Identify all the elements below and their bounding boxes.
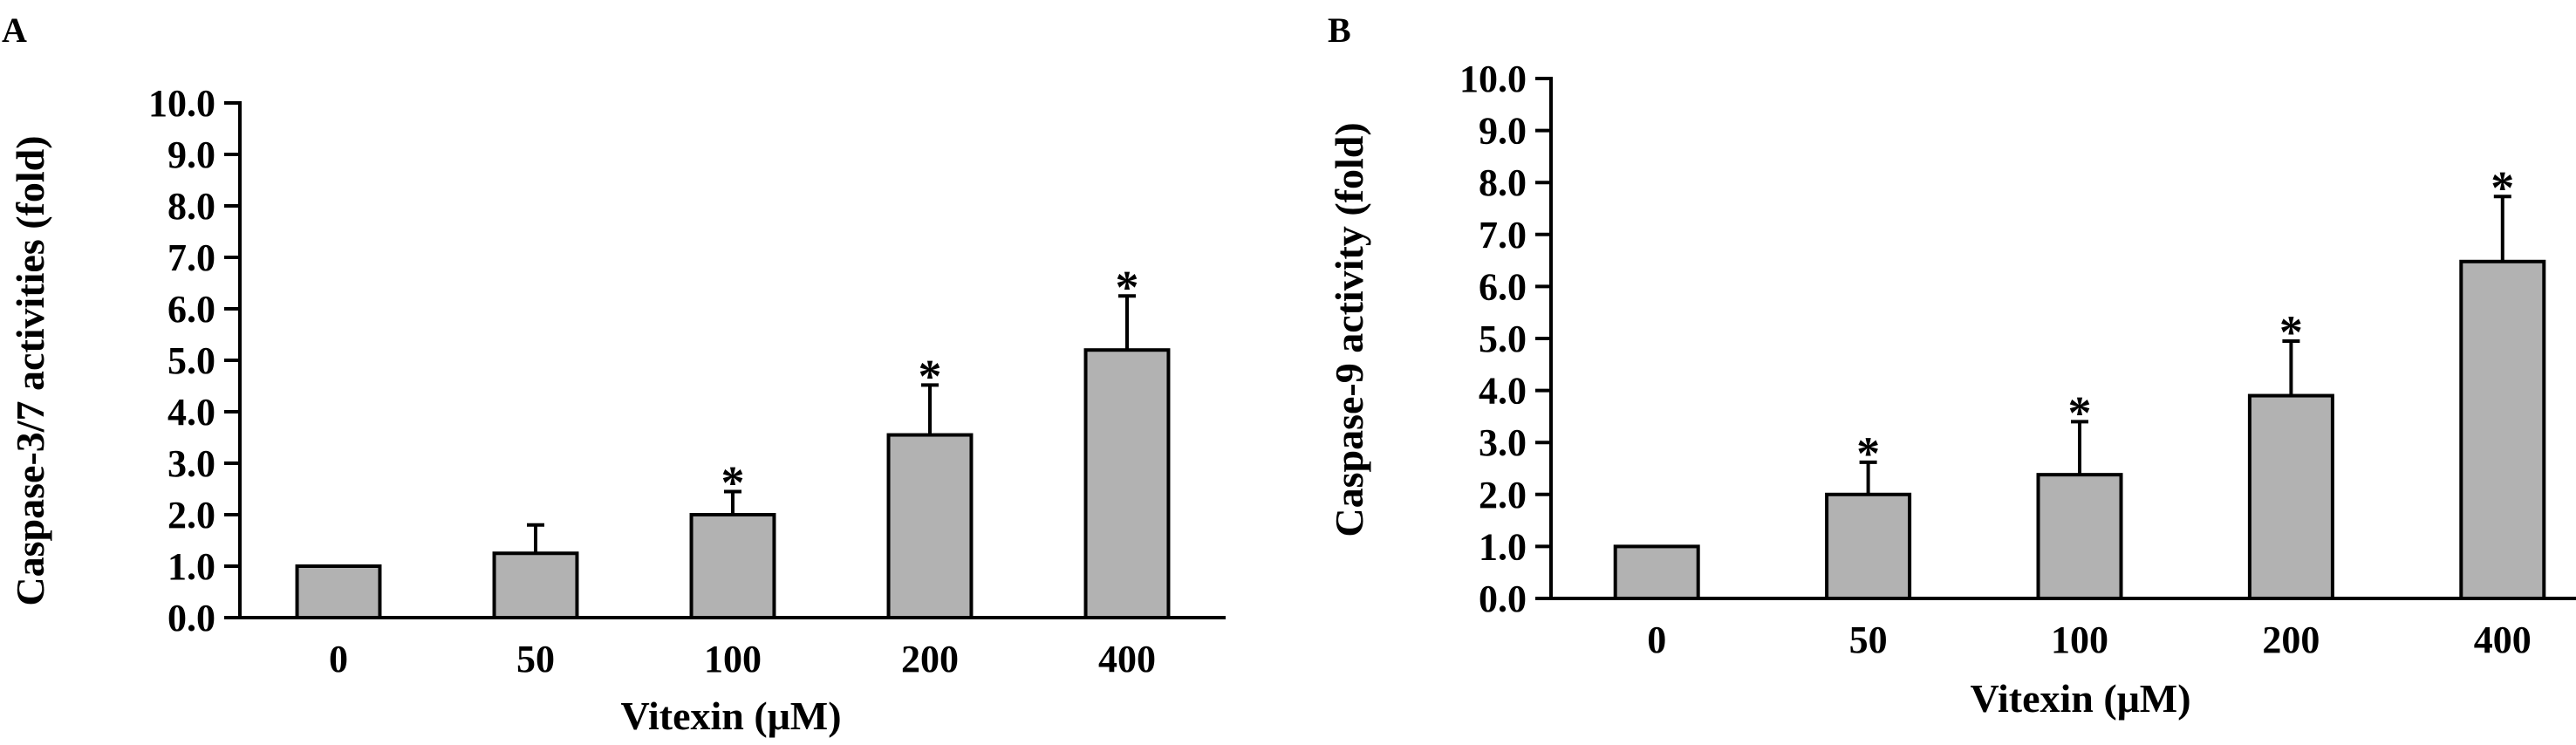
panel-b-y-tick-label: 6.0	[1479, 265, 1527, 308]
panel-b-y-tick-label: 8.0	[1479, 161, 1527, 204]
panel-a-x-tick-label: 200	[901, 638, 959, 680]
panel-b-y-tick-label: 4.0	[1479, 370, 1527, 413]
panel-a-y-tick-label: 4.0	[167, 391, 215, 434]
panel-b-significance-mark: *	[2279, 306, 2303, 359]
panel-b-y-tick-label: 3.0	[1479, 421, 1527, 464]
panel-a-significance-mark: *	[1116, 261, 1139, 313]
panel-b-y-tick-label: 5.0	[1479, 318, 1527, 360]
panel-a-y-tick-label: 10.0	[148, 82, 215, 125]
panel-a-x-tick-label: 100	[704, 638, 762, 680]
panel-a-bar-200	[886, 433, 974, 619]
panel-b-y-tick-label: 2.0	[1479, 474, 1527, 516]
panel-a-y-tick-label: 5.0	[167, 339, 215, 382]
panel-b-y-tick-label: 10.0	[1459, 58, 1527, 100]
panel-a-letter: A	[2, 10, 27, 50]
panel-a: A Caspase-3/7 activities (fold) Vitexin …	[2, 10, 1226, 738]
panel-b-y-tick-label: 0.0	[1479, 578, 1527, 620]
panel-b-y-tick-label: 9.0	[1479, 110, 1527, 153]
panel-b-y-tick-label: 7.0	[1479, 214, 1527, 256]
panel-a-y-tick-label: 9.0	[167, 133, 215, 176]
panel-a-y-tick-label: 6.0	[167, 288, 215, 331]
panel-b-x-tick-label: 400	[2474, 619, 2532, 661]
panel-a-y-tick-label: 8.0	[167, 185, 215, 228]
panel-b-significance-mark: *	[2068, 386, 2092, 439]
panel-b: B Caspase-9 activity (fold) Vitexin (μM)…	[1327, 10, 2576, 721]
panel-a-bar-400	[1083, 348, 1171, 619]
panel-a-significance-mark: *	[721, 456, 745, 509]
panel-a-x-tick-label: 0	[329, 638, 348, 680]
panel-a-y-tick-label: 1.0	[167, 545, 215, 588]
panel-a-y-axis-title: Caspase-3/7 activities (fold)	[8, 135, 52, 605]
panel-a-bar-50	[492, 551, 579, 619]
panel-a-y-tick-label: 7.0	[167, 236, 215, 279]
panel-b-bar-400	[2459, 259, 2546, 600]
panel-b-x-tick-label: 0	[1647, 619, 1666, 661]
panel-a-bar-0	[295, 564, 382, 619]
panel-b-bar-100	[2036, 473, 2123, 600]
panel-a-x-axis-title: Vitexin (μM)	[620, 694, 841, 738]
panel-b-bar-200	[2247, 393, 2334, 600]
panel-a-y-tick-label: 3.0	[167, 442, 215, 485]
panel-b-significance-mark: *	[1856, 427, 1880, 480]
panel-b-x-tick-label: 200	[2262, 619, 2320, 661]
panel-a-x-tick-label: 400	[1098, 638, 1156, 680]
panel-b-significance-mark: *	[2491, 161, 2514, 214]
panel-b-x-tick-label: 50	[1849, 619, 1888, 661]
panel-b-bar-0	[1613, 544, 1700, 601]
panel-b-x-axis-title: Vitexin (μM)	[1970, 676, 2190, 721]
panel-a-x-tick-label: 50	[516, 638, 555, 680]
panel-a-y-tick-label: 2.0	[167, 494, 215, 537]
panel-b-y-axis-title: Caspase-9 activity (fold)	[1327, 122, 1371, 537]
panel-b-bar-50	[1825, 492, 1912, 600]
panel-b-y-tick-label: 1.0	[1479, 525, 1527, 568]
panel-a-y-tick-label: 0.0	[167, 597, 215, 639]
panel-b-letter: B	[1328, 10, 1351, 50]
panel-b-x-tick-label: 100	[2051, 619, 2108, 661]
panel-a-significance-mark: *	[919, 350, 942, 402]
panel-a-bar-100	[689, 513, 776, 619]
